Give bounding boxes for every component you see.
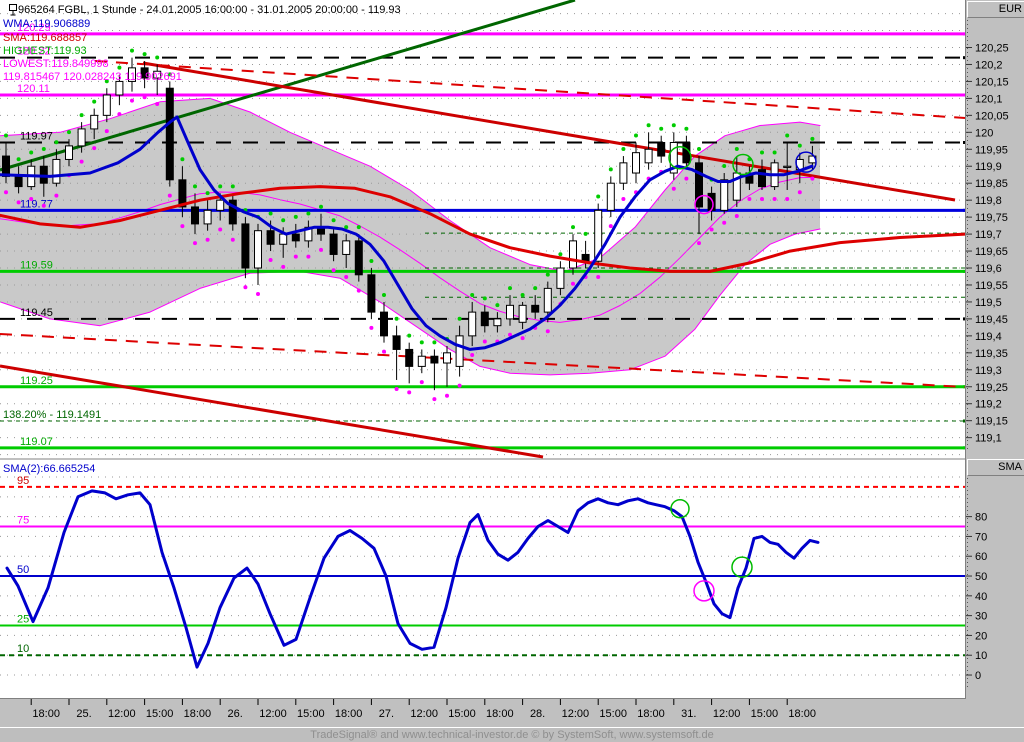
horizontal-lines: 120.29 120.22 120.11 119.97 119.77 119.59 119.… [0, 22, 969, 450]
annotation-circle [693, 580, 715, 602]
annotation-circle [732, 153, 754, 176]
svg-text:119.59: 119.59 [20, 259, 53, 271]
svg-text:28.: 28. [530, 708, 545, 720]
svg-text:18:00: 18:00 [637, 708, 665, 720]
chart-title: 965264 FGBL, 1 Stunde - 24.01.2005 16:00… [18, 4, 401, 16]
svg-text:15:00: 15:00 [599, 708, 627, 720]
svg-text:120,05: 120,05 [975, 110, 1009, 122]
svg-text:120,1: 120,1 [975, 93, 1003, 105]
svg-text:12:00: 12:00 [562, 708, 590, 720]
indicator-panel: 95 75 50 25 10 [0, 475, 965, 669]
svg-text:119.25: 119.25 [20, 375, 53, 387]
svg-text:119,35: 119,35 [975, 348, 1008, 360]
svg-text:18:00: 18:00 [32, 708, 60, 720]
svg-text:18:00: 18:00 [184, 708, 212, 720]
annotation-circle [731, 556, 753, 578]
svg-text:119,5: 119,5 [975, 297, 1002, 309]
svg-text:10: 10 [17, 643, 29, 655]
svg-text:119,65: 119,65 [975, 246, 1008, 258]
indicator-value-label: SMA(2):66.665254 [3, 463, 96, 475]
watermark: TradeSignal® and www.technical-investor.… [0, 727, 1024, 742]
svg-text:20: 20 [975, 630, 987, 642]
price-axis[interactable]: 120,25 120,2 120,15 120,1 120,05 120 119,95 119… [965, 0, 1024, 742]
svg-text:40: 40 [975, 591, 987, 603]
svg-text:50: 50 [975, 571, 987, 583]
trend-lines [0, 0, 966, 459]
svg-text:119,15: 119,15 [975, 416, 1008, 428]
highest-value-label: HIGHEST:119.93 [3, 45, 87, 57]
svg-text:18:00: 18:00 [486, 708, 514, 720]
svg-text:12:00: 12:00 [259, 708, 287, 720]
annotation-circle [668, 146, 692, 170]
svg-text:119.77: 119.77 [20, 198, 53, 210]
svg-text:120,25: 120,25 [975, 42, 1009, 54]
lowest-value-label: LOWEST:119.849998 [3, 58, 109, 70]
candles [2, 57, 817, 391]
svg-text:10: 10 [975, 650, 987, 662]
svg-text:119,75: 119,75 [975, 212, 1008, 224]
annotation-circles [668, 146, 817, 215]
svg-text:119,85: 119,85 [975, 178, 1008, 190]
svg-text:119,95: 119,95 [975, 144, 1008, 156]
svg-text:12:00: 12:00 [108, 708, 136, 720]
svg-text:18:00: 18:00 [788, 708, 816, 720]
pivot-values-label: 119.815467 120.028243 119.902691 [3, 71, 182, 83]
svg-text:119.97: 119.97 [20, 130, 53, 142]
svg-text:119,55: 119,55 [975, 280, 1008, 292]
svg-text:18:00: 18:00 [335, 708, 363, 720]
svg-text:80: 80 [975, 512, 987, 524]
svg-text:15:00: 15:00 [146, 708, 174, 720]
svg-text:27.: 27. [379, 708, 394, 720]
svg-text:70: 70 [975, 531, 987, 543]
price-axis-header[interactable]: EUR [967, 1, 1024, 18]
svg-text:25: 25 [17, 614, 29, 626]
svg-text:119,7: 119,7 [975, 229, 1002, 241]
svg-text:120,15: 120,15 [975, 76, 1009, 88]
sma-line [0, 185, 967, 273]
svg-text:120.22: 120.22 [17, 46, 51, 58]
svg-text:50: 50 [17, 564, 29, 576]
svg-text:31.: 31. [681, 708, 696, 720]
svg-text:120.29: 120.29 [17, 22, 51, 34]
indicator-axis-header[interactable]: SMA [967, 459, 1024, 476]
wma-value-label: WMA:119.906889 [3, 18, 91, 30]
svg-text:12:00: 12:00 [410, 708, 438, 720]
svg-text:95: 95 [17, 475, 29, 487]
svg-text:119,2: 119,2 [975, 399, 1002, 411]
svg-text:119.07: 119.07 [20, 436, 53, 448]
svg-text:26.: 26. [228, 708, 243, 720]
svg-text:119,9: 119,9 [975, 161, 1002, 173]
svg-text:119,25: 119,25 [975, 382, 1008, 394]
svg-text:119,1: 119,1 [975, 433, 1002, 445]
svg-text:25.: 25. [76, 708, 91, 720]
svg-text:119,45: 119,45 [975, 314, 1008, 326]
time-axis[interactable]: 18:00 25. 12:00 15:00 18:00 26. 12:00 15:00 18:0… [0, 698, 1024, 727]
svg-text:119,4: 119,4 [975, 331, 1002, 343]
svg-text:138.20% - 119.1491: 138.20% - 119.1491 [3, 409, 101, 421]
svg-text:119,8: 119,8 [975, 195, 1002, 207]
svg-text:15:00: 15:00 [448, 708, 476, 720]
svg-text:119,6: 119,6 [975, 263, 1002, 275]
svg-text:15:00: 15:00 [751, 708, 779, 720]
wma-line [0, 115, 814, 351]
annotation-circle [795, 151, 817, 173]
svg-text:120: 120 [975, 127, 993, 139]
annotation-circle [694, 194, 714, 215]
svg-text:30: 30 [975, 611, 987, 623]
svg-text:119,3: 119,3 [975, 365, 1002, 377]
sma-value-label: SMA:119.688857 [3, 32, 88, 44]
svg-text:60: 60 [975, 551, 987, 563]
svg-text:15:00: 15:00 [297, 708, 325, 720]
fibonacci-lines [425, 232, 965, 298]
sar-dots [4, 48, 815, 402]
svg-text:119.45: 119.45 [20, 307, 53, 319]
svg-text:120.11: 120.11 [17, 83, 50, 95]
annotation-circle [670, 498, 690, 519]
svg-text:12:00: 12:00 [713, 708, 741, 720]
svg-text:120,2: 120,2 [975, 59, 1003, 71]
svg-text:0: 0 [975, 670, 981, 682]
svg-text:75: 75 [17, 515, 29, 527]
